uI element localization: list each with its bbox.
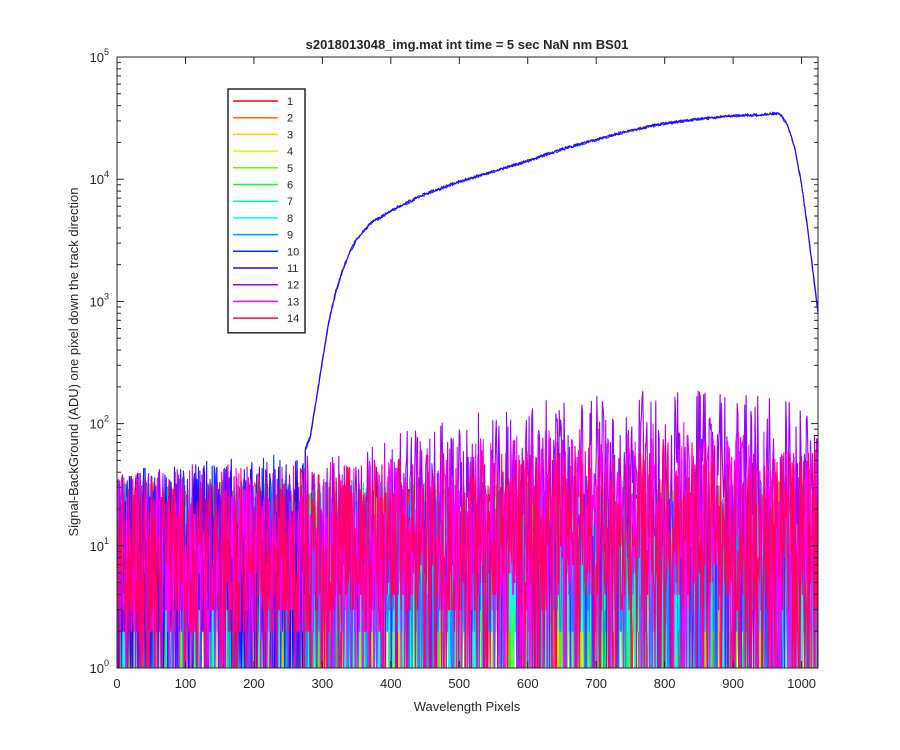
x-axis-ticks: 0 100 200 300 400 500 600 700 800 900 1000 [113, 57, 816, 691]
x-axis-label: Wavelength Pixels [414, 699, 521, 714]
y-tick-label-base: 10 [90, 172, 104, 187]
y-tick-label: 101 [90, 536, 109, 554]
y-tick-label-exponent: 2 [104, 414, 109, 424]
y-tick-label-base: 10 [90, 294, 104, 309]
y-tick-label: 103 [90, 291, 109, 309]
y-tick-label-base: 10 [90, 539, 104, 554]
legend-label: 13 [287, 296, 299, 308]
y-tick-label: 105 [90, 47, 109, 65]
y-axis-label: Signal-BackGround (ADU) one pixel down t… [66, 187, 81, 536]
x-tick-label: 600 [517, 676, 539, 691]
x-tick-label: 1000 [787, 676, 816, 691]
x-tick-label: 0 [113, 676, 120, 691]
series-lines [117, 111, 818, 668]
legend-label: 12 [287, 280, 299, 292]
x-tick-label: 400 [380, 676, 402, 691]
y-tick-label: 102 [90, 414, 109, 432]
legend-label: 8 [287, 213, 293, 225]
legend-label: 14 [287, 313, 299, 325]
chart-title: s2018013048_img.mat int time = 5 sec NaN… [306, 37, 629, 52]
axes-box [116, 56, 819, 669]
y-tick-label-base: 10 [90, 661, 104, 676]
x-tick-label: 100 [175, 676, 197, 691]
y-tick-label-exponent: 4 [104, 169, 109, 179]
legend-label: 4 [287, 146, 293, 158]
y-tick-label: 104 [90, 169, 109, 187]
y-tick-label-exponent: 3 [104, 291, 109, 301]
x-tick-label: 700 [585, 676, 607, 691]
x-tick-label: 200 [243, 676, 265, 691]
x-tick-label: 800 [654, 676, 676, 691]
y-tick-label-exponent: 5 [104, 47, 109, 57]
legend-label: 5 [287, 163, 293, 175]
legend-label: 10 [287, 246, 299, 258]
legend-label: 2 [287, 113, 293, 125]
legend-label: 11 [287, 263, 298, 275]
legend-label: 7 [287, 196, 293, 208]
y-tick-label: 100 [90, 658, 109, 676]
y-tick-label-base: 10 [90, 417, 104, 432]
y-tick-label-base: 10 [90, 50, 104, 65]
legend-box [227, 88, 306, 334]
x-tick-label: 900 [722, 676, 744, 691]
y-tick-label-exponent: 0 [104, 658, 109, 668]
x-tick-label: 500 [448, 676, 470, 691]
legend-label: 6 [287, 180, 293, 192]
legend-label: 3 [287, 129, 293, 141]
x-tick-label: 300 [312, 676, 334, 691]
series-line-14 [117, 439, 818, 668]
legend-label: 1 [287, 96, 293, 108]
legend-label: 9 [287, 230, 293, 242]
y-tick-label-exponent: 1 [104, 536, 109, 546]
